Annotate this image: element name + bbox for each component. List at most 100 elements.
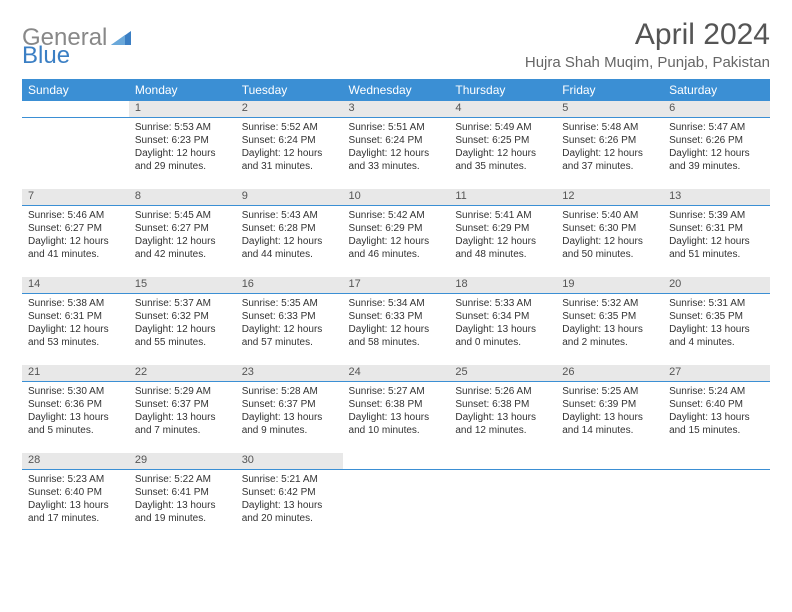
- daylight-line: Daylight: 12 hours and 53 minutes.: [28, 323, 123, 349]
- day-content-cell: Sunrise: 5:24 AMSunset: 6:40 PMDaylight:…: [663, 381, 770, 453]
- day-number-cell: 7: [22, 189, 129, 205]
- day-number-cell: 6: [663, 101, 770, 117]
- day-number-cell: 25: [449, 365, 556, 381]
- sunrise-line: Sunrise: 5:38 AM: [28, 297, 123, 310]
- daylight-line: Daylight: 13 hours and 2 minutes.: [562, 323, 657, 349]
- day-content-cell: Sunrise: 5:32 AMSunset: 6:35 PMDaylight:…: [556, 293, 663, 365]
- sunrise-line: Sunrise: 5:41 AM: [455, 209, 550, 222]
- daylight-line: Daylight: 13 hours and 12 minutes.: [455, 411, 550, 437]
- day-content-cell: Sunrise: 5:45 AMSunset: 6:27 PMDaylight:…: [129, 205, 236, 277]
- sunset-line: Sunset: 6:24 PM: [349, 134, 444, 147]
- daylight-line: Daylight: 12 hours and 58 minutes.: [349, 323, 444, 349]
- sunset-line: Sunset: 6:34 PM: [455, 310, 550, 323]
- day-content-cell: Sunrise: 5:51 AMSunset: 6:24 PMDaylight:…: [343, 117, 450, 189]
- daylight-line: Daylight: 12 hours and 31 minutes.: [242, 147, 337, 173]
- sunrise-line: Sunrise: 5:29 AM: [135, 385, 230, 398]
- day-number-cell: 5: [556, 101, 663, 117]
- sunrise-line: Sunrise: 5:21 AM: [242, 473, 337, 486]
- sunset-line: Sunset: 6:37 PM: [242, 398, 337, 411]
- day-number-cell: [556, 453, 663, 469]
- day-number-cell: 13: [663, 189, 770, 205]
- daynum-row: 282930: [22, 453, 770, 469]
- page-title: April 2024: [525, 18, 770, 52]
- day-content-cell: Sunrise: 5:38 AMSunset: 6:31 PMDaylight:…: [22, 293, 129, 365]
- sunset-line: Sunset: 6:29 PM: [349, 222, 444, 235]
- sunrise-line: Sunrise: 5:40 AM: [562, 209, 657, 222]
- day-number-cell: 17: [343, 277, 450, 293]
- day-content-cell: Sunrise: 5:49 AMSunset: 6:25 PMDaylight:…: [449, 117, 556, 189]
- logo-triangle-icon: [111, 29, 131, 50]
- daylight-line: Daylight: 12 hours and 50 minutes.: [562, 235, 657, 261]
- sunrise-line: Sunrise: 5:52 AM: [242, 121, 337, 134]
- content-row: Sunrise: 5:23 AMSunset: 6:40 PMDaylight:…: [22, 469, 770, 541]
- day-number-cell: 24: [343, 365, 450, 381]
- sunrise-line: Sunrise: 5:35 AM: [242, 297, 337, 310]
- daylight-line: Daylight: 12 hours and 37 minutes.: [562, 147, 657, 173]
- sunrise-line: Sunrise: 5:23 AM: [28, 473, 123, 486]
- day-number-cell: [449, 453, 556, 469]
- day-number-cell: 4: [449, 101, 556, 117]
- weekday-header: Saturday: [663, 79, 770, 101]
- sunset-line: Sunset: 6:38 PM: [349, 398, 444, 411]
- day-content-cell: Sunrise: 5:33 AMSunset: 6:34 PMDaylight:…: [449, 293, 556, 365]
- day-content-cell: Sunrise: 5:28 AMSunset: 6:37 PMDaylight:…: [236, 381, 343, 453]
- daylight-line: Daylight: 13 hours and 7 minutes.: [135, 411, 230, 437]
- sunrise-line: Sunrise: 5:46 AM: [28, 209, 123, 222]
- day-number-cell: 1: [129, 101, 236, 117]
- day-number-cell: [22, 101, 129, 117]
- calendar-table: SundayMondayTuesdayWednesdayThursdayFrid…: [22, 79, 770, 541]
- daylight-line: Daylight: 12 hours and 35 minutes.: [455, 147, 550, 173]
- sunrise-line: Sunrise: 5:49 AM: [455, 121, 550, 134]
- sunset-line: Sunset: 6:29 PM: [455, 222, 550, 235]
- daylight-line: Daylight: 13 hours and 15 minutes.: [669, 411, 764, 437]
- sunset-line: Sunset: 6:40 PM: [28, 486, 123, 499]
- sunset-line: Sunset: 6:31 PM: [669, 222, 764, 235]
- sunrise-line: Sunrise: 5:30 AM: [28, 385, 123, 398]
- daylight-line: Daylight: 12 hours and 44 minutes.: [242, 235, 337, 261]
- day-content-cell: Sunrise: 5:26 AMSunset: 6:38 PMDaylight:…: [449, 381, 556, 453]
- day-content-cell: Sunrise: 5:47 AMSunset: 6:26 PMDaylight:…: [663, 117, 770, 189]
- sunset-line: Sunset: 6:38 PM: [455, 398, 550, 411]
- day-content-cell: Sunrise: 5:37 AMSunset: 6:32 PMDaylight:…: [129, 293, 236, 365]
- day-number-cell: 2: [236, 101, 343, 117]
- sunset-line: Sunset: 6:35 PM: [562, 310, 657, 323]
- sunset-line: Sunset: 6:32 PM: [135, 310, 230, 323]
- day-number-cell: 18: [449, 277, 556, 293]
- day-content-cell: Sunrise: 5:39 AMSunset: 6:31 PMDaylight:…: [663, 205, 770, 277]
- day-content-cell: Sunrise: 5:29 AMSunset: 6:37 PMDaylight:…: [129, 381, 236, 453]
- logo-sub: Blue: [22, 42, 70, 70]
- sunset-line: Sunset: 6:27 PM: [135, 222, 230, 235]
- daylight-line: Daylight: 13 hours and 17 minutes.: [28, 499, 123, 525]
- sunrise-line: Sunrise: 5:45 AM: [135, 209, 230, 222]
- daynum-row: 123456: [22, 101, 770, 117]
- day-number-cell: 28: [22, 453, 129, 469]
- sunrise-line: Sunrise: 5:28 AM: [242, 385, 337, 398]
- day-number-cell: 15: [129, 277, 236, 293]
- sunrise-line: Sunrise: 5:25 AM: [562, 385, 657, 398]
- day-content-cell: Sunrise: 5:34 AMSunset: 6:33 PMDaylight:…: [343, 293, 450, 365]
- day-number-cell: [663, 453, 770, 469]
- daylight-line: Daylight: 13 hours and 5 minutes.: [28, 411, 123, 437]
- sunset-line: Sunset: 6:39 PM: [562, 398, 657, 411]
- day-number-cell: 10: [343, 189, 450, 205]
- daylight-line: Daylight: 13 hours and 0 minutes.: [455, 323, 550, 349]
- daylight-line: Daylight: 12 hours and 41 minutes.: [28, 235, 123, 261]
- day-content-cell: Sunrise: 5:25 AMSunset: 6:39 PMDaylight:…: [556, 381, 663, 453]
- day-content-cell: Sunrise: 5:23 AMSunset: 6:40 PMDaylight:…: [22, 469, 129, 541]
- daynum-row: 78910111213: [22, 189, 770, 205]
- sunrise-line: Sunrise: 5:37 AM: [135, 297, 230, 310]
- day-number-cell: 9: [236, 189, 343, 205]
- daynum-row: 14151617181920: [22, 277, 770, 293]
- daylight-line: Daylight: 12 hours and 39 minutes.: [669, 147, 764, 173]
- sunset-line: Sunset: 6:30 PM: [562, 222, 657, 235]
- day-number-cell: 11: [449, 189, 556, 205]
- day-number-cell: [343, 453, 450, 469]
- sunrise-line: Sunrise: 5:51 AM: [349, 121, 444, 134]
- daylight-line: Daylight: 12 hours and 42 minutes.: [135, 235, 230, 261]
- sunrise-line: Sunrise: 5:34 AM: [349, 297, 444, 310]
- daylight-line: Daylight: 13 hours and 4 minutes.: [669, 323, 764, 349]
- day-number-cell: 20: [663, 277, 770, 293]
- day-content-cell: Sunrise: 5:43 AMSunset: 6:28 PMDaylight:…: [236, 205, 343, 277]
- sunset-line: Sunset: 6:33 PM: [349, 310, 444, 323]
- weekday-header: Tuesday: [236, 79, 343, 101]
